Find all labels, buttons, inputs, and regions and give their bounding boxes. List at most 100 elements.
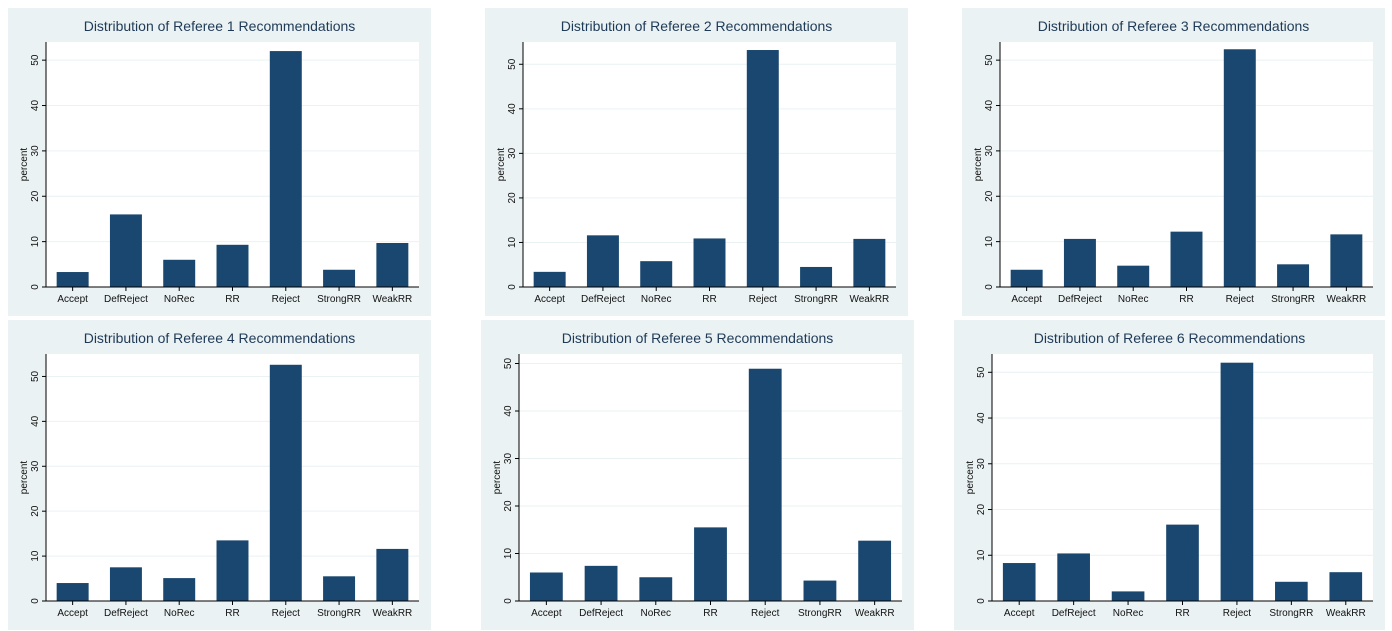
x-tick-label: Reject <box>272 608 301 619</box>
y-tick-label: 10 <box>30 550 41 562</box>
bar-strongrr <box>803 580 837 601</box>
y-tick-label: 50 <box>30 370 41 382</box>
bar-reject <box>1223 49 1256 287</box>
x-tick-label: RR <box>702 294 716 305</box>
bar-weakrr <box>1330 234 1363 287</box>
bar-reject <box>748 368 782 601</box>
y-axis-label: percent <box>492 461 503 495</box>
y-tick-label: 50 <box>503 358 514 370</box>
chart-svg: Distribution of Referee 2 Recommendation… <box>496 18 896 305</box>
x-tick-label: WeakRR <box>372 294 412 305</box>
y-tick-label: 20 <box>976 504 987 516</box>
y-tick-label: 20 <box>503 500 514 512</box>
x-tick-label: DefReject <box>1058 294 1102 305</box>
x-tick-label: NoRec <box>164 608 195 619</box>
bar-norec <box>640 261 673 287</box>
y-tick-label: 10 <box>503 548 514 560</box>
chart-title: Distribution of Referee 3 Recommendation… <box>1038 18 1310 34</box>
chart-panel-4: Distribution of Referee 4 Recommendation… <box>8 320 431 630</box>
x-tick-label: DefReject <box>579 608 623 619</box>
chart-svg: Distribution of Referee 5 Recommendation… <box>492 330 902 619</box>
y-tick-label: 40 <box>30 100 41 112</box>
y-tick-label: 10 <box>507 236 518 248</box>
bar-accept <box>1010 269 1043 287</box>
y-axis-label: percent <box>973 148 984 182</box>
x-tick-label: Accept <box>57 608 88 619</box>
y-tick-label: 40 <box>507 103 518 115</box>
chart-svg: Distribution of Referee 4 Recommendation… <box>19 330 419 619</box>
y-tick-label: 10 <box>984 236 995 248</box>
bar-rr <box>1170 231 1203 287</box>
x-tick-label: Reject <box>1226 294 1255 305</box>
y-tick-label: 30 <box>30 460 41 472</box>
bar-norec <box>1111 591 1145 601</box>
bar-defreject <box>109 567 142 601</box>
x-tick-label: Reject <box>751 608 780 619</box>
x-tick-label: StrongRR <box>1269 608 1313 619</box>
bar-strongrr <box>323 269 356 287</box>
chart-title: Distribution of Referee 2 Recommendation… <box>561 18 833 34</box>
chart-panel-2: Distribution of Referee 2 Recommendation… <box>485 8 908 316</box>
x-tick-label: WeakRR <box>849 294 889 305</box>
x-tick-label: NoRec <box>1113 608 1144 619</box>
y-axis-label: percent <box>19 148 30 182</box>
x-tick-label: StrongRR <box>1271 294 1315 305</box>
y-tick-label: 50 <box>30 54 41 66</box>
chart-title: Distribution of Referee 6 Recommendation… <box>1034 330 1306 346</box>
bar-reject <box>746 50 779 287</box>
bar-weakrr <box>376 548 409 601</box>
bar-rr <box>1166 524 1199 601</box>
x-tick-label: RR <box>225 608 239 619</box>
bar-rr <box>216 244 249 287</box>
x-tick-label: WeakRR <box>1326 294 1366 305</box>
bar-defreject <box>1057 553 1090 601</box>
chart-title: Distribution of Referee 4 Recommendation… <box>84 330 356 346</box>
bar-defreject <box>584 565 618 601</box>
x-tick-label: DefReject <box>1052 608 1096 619</box>
x-tick-label: WeakRR <box>1326 608 1366 619</box>
chart-svg: Distribution of Referee 3 Recommendation… <box>973 18 1373 305</box>
y-tick-label: 30 <box>503 453 514 465</box>
y-tick-label: 40 <box>503 405 514 417</box>
x-tick-label: StrongRR <box>317 608 361 619</box>
bar-strongrr <box>1277 264 1310 287</box>
bar-accept <box>1002 563 1036 601</box>
chart-panel-1: Distribution of Referee 1 Recommendation… <box>8 8 431 316</box>
bar-rr <box>216 540 249 601</box>
y-tick-label: 30 <box>507 147 518 159</box>
bar-defreject <box>109 214 142 287</box>
x-tick-label: Reject <box>749 294 778 305</box>
x-tick-label: RR <box>225 294 239 305</box>
bar-defreject <box>1063 238 1096 287</box>
bar-weakrr <box>858 540 892 601</box>
y-tick-label: 40 <box>30 415 41 427</box>
y-tick-label: 50 <box>984 54 995 66</box>
y-tick-label: 0 <box>976 598 987 604</box>
bar-rr <box>693 238 726 287</box>
bar-reject <box>1220 362 1254 601</box>
y-tick-label: 0 <box>30 284 41 290</box>
y-tick-label: 10 <box>30 236 41 248</box>
x-tick-label: StrongRR <box>317 294 361 305</box>
chart-svg: Distribution of Referee 6 Recommendation… <box>965 330 1373 619</box>
y-tick-label: 50 <box>976 366 987 378</box>
bar-accept <box>529 572 563 601</box>
bar-accept <box>533 271 566 287</box>
x-tick-label: Accept <box>1011 294 1042 305</box>
x-tick-label: DefReject <box>104 608 148 619</box>
bar-accept <box>56 272 89 287</box>
x-tick-label: Accept <box>1004 608 1035 619</box>
y-tick-label: 20 <box>984 190 995 202</box>
bar-reject <box>269 51 302 288</box>
y-tick-label: 10 <box>976 549 987 561</box>
x-tick-label: Reject <box>272 294 301 305</box>
bar-defreject <box>586 235 619 287</box>
bar-reject <box>269 364 302 601</box>
y-tick-label: 50 <box>507 58 518 70</box>
bar-norec <box>163 578 196 601</box>
bar-rr <box>694 527 727 601</box>
y-tick-label: 20 <box>30 505 41 517</box>
x-tick-label: DefReject <box>104 294 148 305</box>
y-tick-label: 40 <box>976 412 987 424</box>
x-tick-label: RR <box>1175 608 1189 619</box>
